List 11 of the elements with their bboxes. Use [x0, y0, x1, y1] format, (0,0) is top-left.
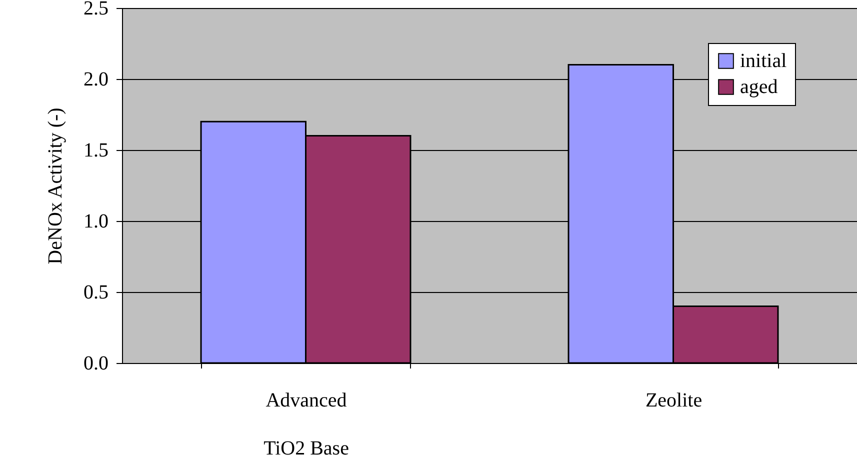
y-tick-label: 0.5: [84, 282, 108, 304]
legend-label: aged: [740, 76, 778, 98]
category-label: Advanced TiO2 Base: [264, 390, 349, 460]
y-tick-label: 2.5: [84, 0, 108, 20]
legend-label: initial: [740, 50, 788, 72]
x-tick-label: Zeolite: [645, 390, 702, 412]
y-tick-label: 0.0: [84, 352, 108, 374]
y-axis-title: DeNOx Activity (-): [44, 108, 66, 264]
y-tick-label: 2.0: [84, 68, 108, 90]
y-tick-label: 1.5: [84, 140, 108, 162]
y-tick-label: 1.0: [84, 210, 108, 232]
